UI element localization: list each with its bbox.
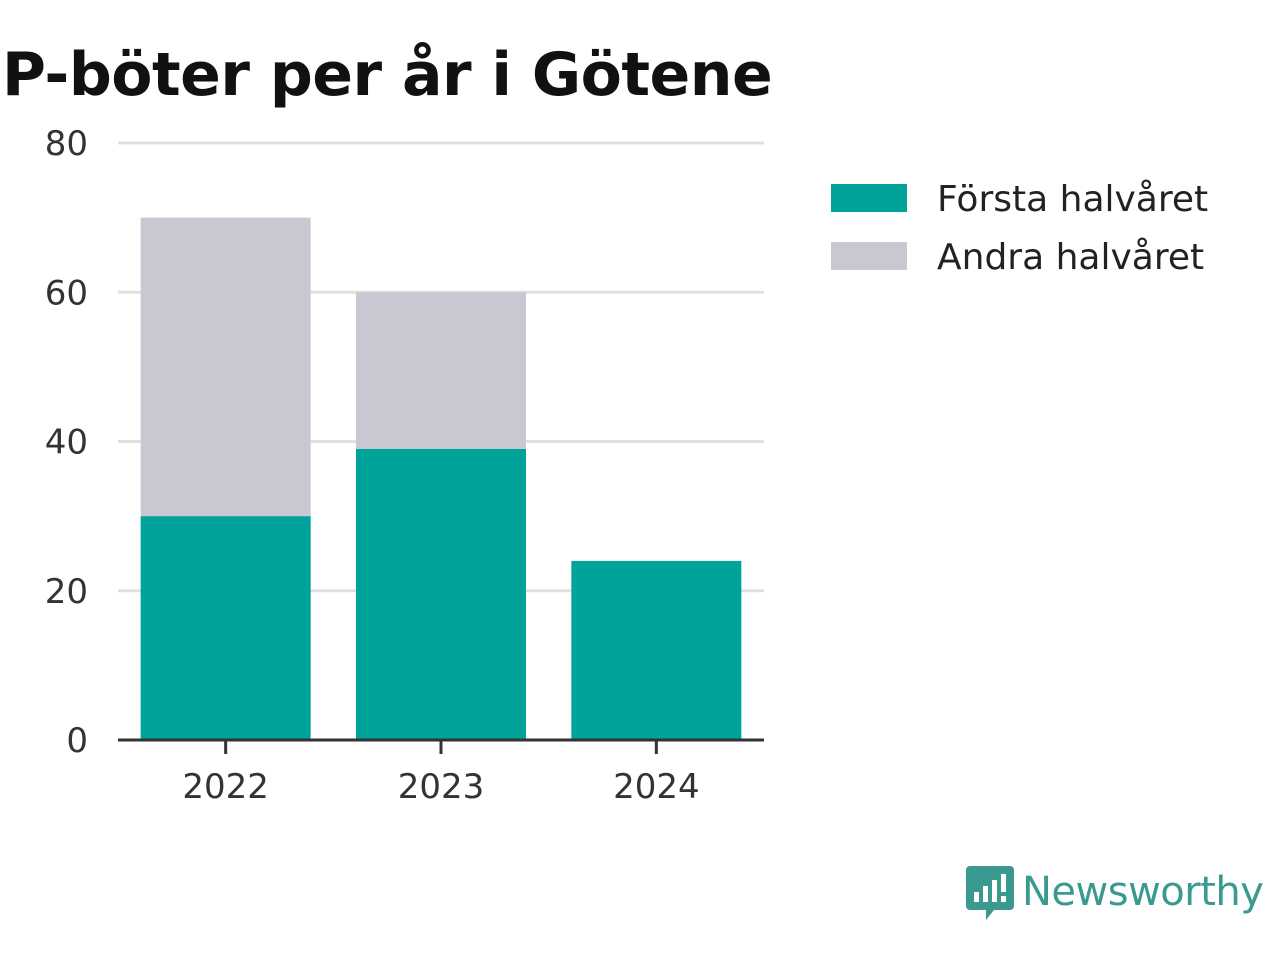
y-tick-label: 80: [45, 124, 88, 164]
bar-2023-series-1: [356, 448, 526, 740]
y-tick-label: 60: [45, 273, 88, 313]
chart-title: P-böter per år i Götene: [2, 40, 773, 110]
y-tick-label: 20: [45, 572, 88, 612]
y-tick-label: 40: [45, 423, 88, 463]
x-tick-label: 2022: [182, 767, 269, 807]
bars: [140, 217, 742, 740]
bar-2024-series-1: [571, 560, 742, 740]
legend-label: Andra halvåret: [937, 237, 1204, 278]
newsworthy-logo-icon: [966, 866, 1014, 920]
bar-2022-series-2: [140, 217, 311, 517]
legend: Första halvåret Andra halvåret: [831, 179, 1208, 278]
legend-swatch: [831, 184, 907, 212]
brand-logo: Newsworthy: [964, 862, 1264, 922]
x-tick-label: 2024: [613, 767, 700, 807]
bar-2023-series-2: [356, 292, 526, 449]
x-tick-label: 2023: [398, 767, 485, 807]
legend-label: Första halvåret: [937, 179, 1208, 220]
bar-2022-series-1: [140, 516, 311, 740]
brand-name: Newsworthy: [1022, 869, 1264, 915]
y-tick-label: 0: [66, 721, 88, 761]
legend-swatch: [831, 242, 907, 270]
axes: 0 20 40 60 80 2022 2023 2024: [45, 124, 764, 807]
